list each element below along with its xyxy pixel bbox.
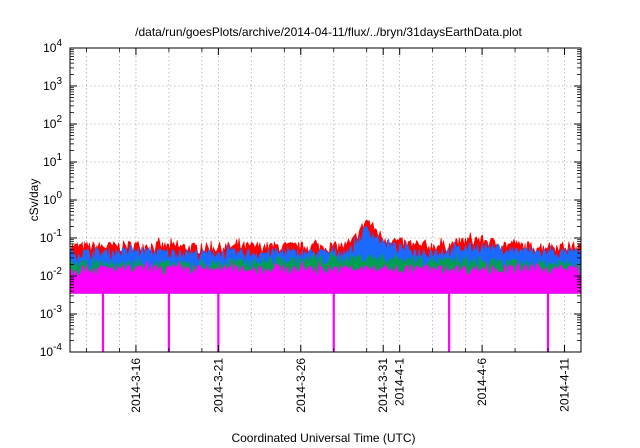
- chart-title: /data/run/goesPlots/archive/2014-04-11/f…: [135, 25, 522, 39]
- x-tick-label: 2014-3-16: [129, 358, 143, 413]
- y-tick-label: 101: [43, 152, 62, 169]
- y-tick-label: 10-1: [40, 228, 63, 245]
- axis-ticks: [70, 47, 581, 353]
- x-tick-label: 2014-3-26: [294, 358, 308, 413]
- grid: [70, 47, 581, 353]
- y-tick-label: 104: [43, 38, 62, 55]
- x-axis-label: Coordinated Universal Time (UTC): [231, 431, 415, 445]
- x-tick-label: 2014-4-1: [393, 358, 407, 406]
- y-tick-label: 100: [43, 190, 62, 207]
- y-axis-tick-labels: 10-4 10-3 10-2 10-1 100 101 102 103 104: [40, 38, 63, 359]
- y-tick-label: 102: [43, 114, 62, 131]
- x-tick-label: 2014-3-21: [211, 358, 225, 413]
- x-tick-label: 2014-4-6: [475, 358, 489, 406]
- y-tick-label: 10-2: [40, 266, 63, 283]
- y-tick-label: 103: [43, 76, 62, 93]
- series-3-area: [69, 260, 582, 294]
- x-tick-label: 2014-3-31: [376, 358, 390, 413]
- plot-area: [69, 219, 582, 352]
- y-axis-label: cSv/day: [27, 179, 41, 222]
- x-axis-tick-labels: 2014-3-16 2014-3-21 2014-3-26 2014-3-31 2014…: [129, 358, 572, 413]
- x-tick-label: 2014-4-11: [558, 358, 572, 412]
- y-tick-label: 10-4: [40, 342, 63, 359]
- y-tick-label: 10-3: [40, 304, 63, 321]
